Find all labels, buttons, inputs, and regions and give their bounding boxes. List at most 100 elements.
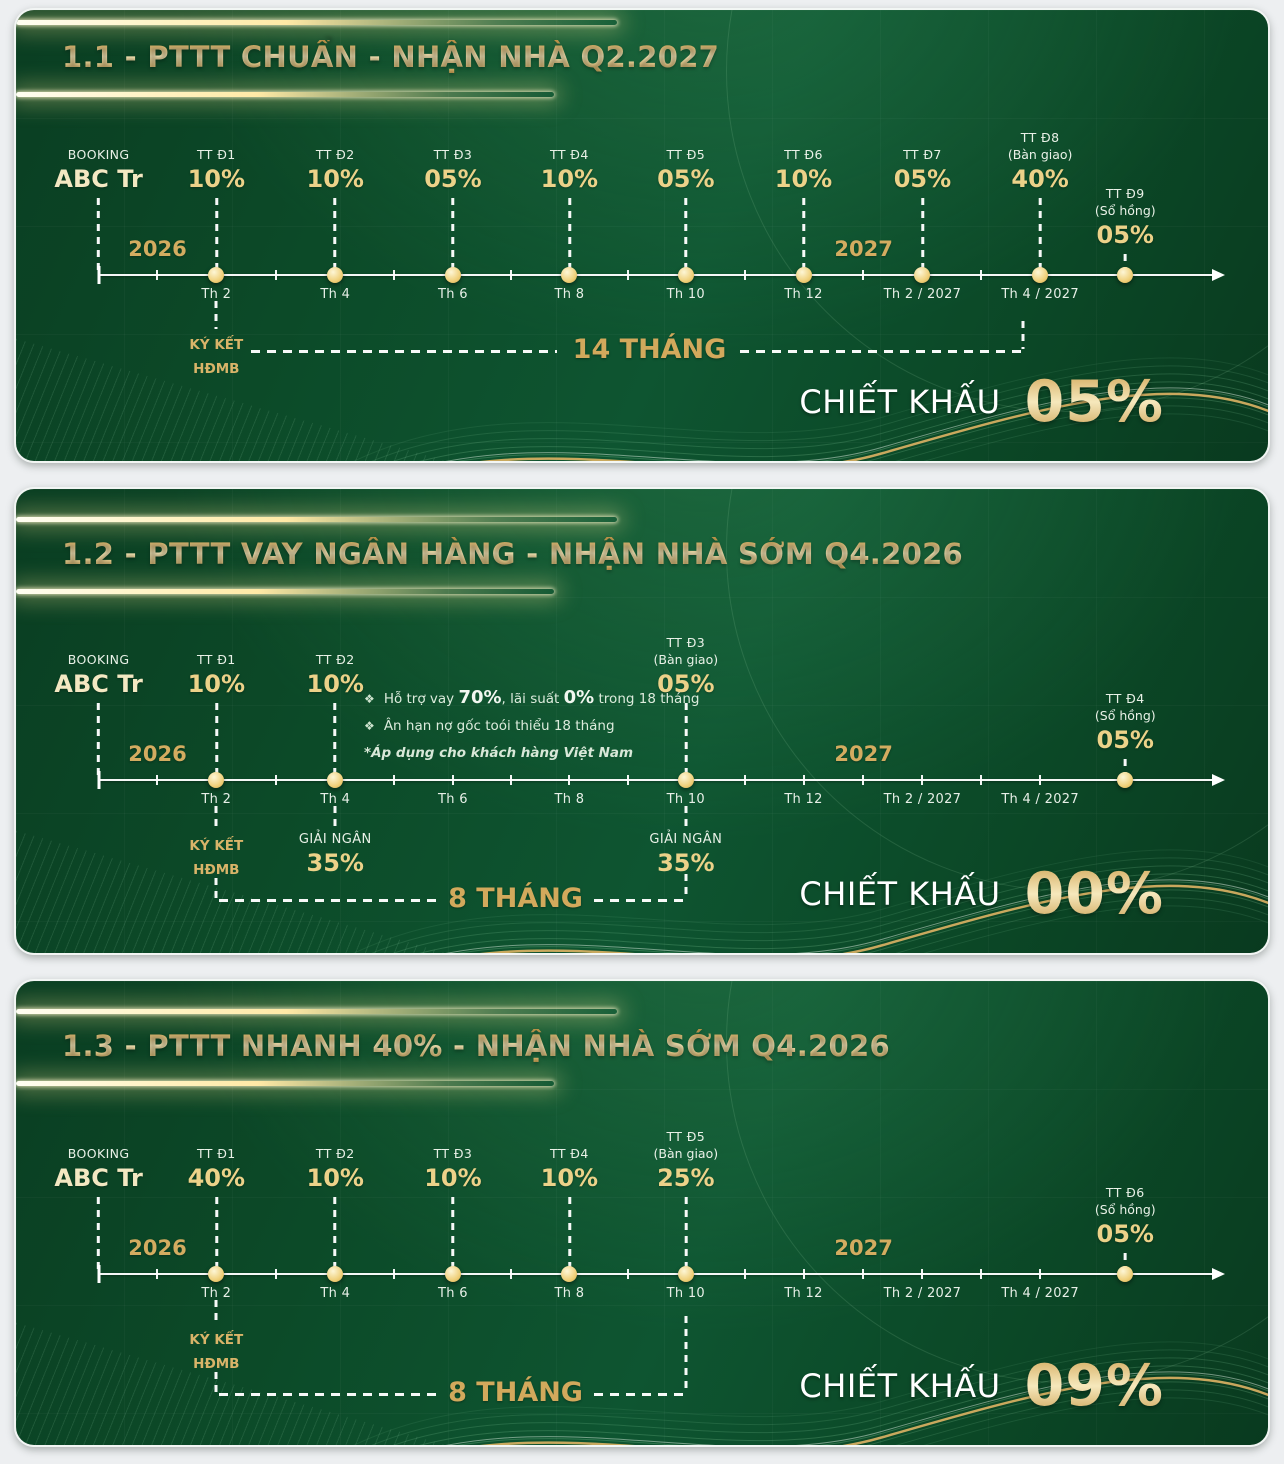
duration-label: 14 THÁNG: [572, 334, 727, 365]
axis-arrow-icon: [1212, 269, 1226, 281]
note-text: Ân hạn nợ gốc toói thiểu 18 tháng: [383, 718, 615, 734]
disbursement-value: 35%: [306, 849, 364, 877]
timeline-dot: [208, 267, 225, 283]
disbursement-label: GIẢI NGÂN: [298, 832, 372, 847]
milestone-title: TT Đ2: [315, 147, 355, 162]
booking-node: BOOKING ABC Tr: [54, 651, 143, 781]
axis-tick: [510, 270, 513, 280]
milestone-value: 05%: [424, 165, 482, 193]
month-label: Th 4 / 2027: [1001, 1286, 1079, 1301]
axis-tick: [980, 1269, 983, 1279]
panel-title: 1.3 - PTTT NHANH 40% - NHẬN NHÀ SỚM Q4.2…: [62, 1029, 890, 1063]
axis-tick: [921, 1269, 924, 1279]
timeline-dot: [795, 267, 812, 283]
year-label: 2026: [128, 742, 187, 766]
disbursement: GIẢI NGÂN 35%: [649, 830, 722, 877]
milestone-dashed-line: [451, 198, 455, 276]
milestone-node: TT Đ5 05%: [657, 146, 715, 276]
disbursement-value: 35%: [657, 849, 715, 877]
milestone-node: TT Đ5 (Bàn giao) 25%: [654, 1128, 718, 1275]
milestone-node: TT Đ1 10%: [188, 651, 245, 781]
note-text: *Áp dụng cho khách hàng Việt Nam: [364, 745, 634, 761]
discount-badge: CHIẾT KHẤU 09%: [799, 1353, 1164, 1419]
milestone-title: TT Đ6: [784, 147, 823, 162]
month-label: Th 4: [320, 287, 351, 302]
axis-tick: [861, 1269, 864, 1279]
milestone-value: 10%: [540, 1164, 599, 1192]
timeline-dot: [677, 772, 694, 788]
milestone-title: TT Đ1: [196, 147, 236, 162]
timeline-dot: [327, 1266, 344, 1282]
milestone-title: TT Đ8: [1020, 130, 1060, 145]
booking-node: BOOKING ABC Tr: [54, 146, 143, 276]
month-label: Th 2: [201, 1286, 232, 1301]
timeline-dot: [561, 1266, 578, 1282]
panel-pttt-nhanh-40: 1.3 - PTTT NHANH 40% - NHẬN NHÀ SỚM Q4.2…: [14, 979, 1270, 1447]
discount-badge: CHIẾT KHẤU 05%: [799, 369, 1164, 435]
axis-tick: [626, 1269, 629, 1279]
milestone-title: TT Đ5: [666, 1129, 706, 1144]
milestone-node: TT Đ7 05%: [894, 146, 951, 276]
milestone-dashed-line: [920, 198, 924, 276]
milestone-value: 10%: [774, 165, 833, 193]
note-text: 0%: [563, 687, 595, 708]
milestone-node: TT Đ2 10%: [307, 1145, 364, 1275]
axis-tick: [274, 1269, 277, 1279]
axis-tick: [921, 775, 924, 785]
timeline-dot: [444, 1266, 461, 1282]
signing-dashed-line: [214, 1300, 218, 1324]
signing-label: KÝ KẾT HĐMB: [189, 1328, 243, 1376]
timeline-axis: [98, 274, 1213, 276]
bracket-elbow-dashed-line: [684, 874, 688, 900]
milestone-dashed-line: [567, 1197, 571, 1275]
milestone-node: TT Đ3 10%: [424, 1145, 482, 1275]
discount-label: CHIẾT KHẤU: [799, 1367, 1001, 1405]
axis-tick: [980, 270, 983, 280]
month-label: Th 8: [554, 287, 585, 302]
milestone-node: TT Đ3 (Bàn giao) 05%: [654, 634, 718, 781]
axis-tick: [156, 775, 159, 785]
disbursement-dashed-line: [684, 806, 688, 826]
signing-line2: HĐMB: [193, 862, 240, 878]
year-label: 2027: [834, 237, 893, 261]
timeline-dot: [208, 1266, 225, 1282]
timeline-dot: [444, 267, 461, 283]
milestone-title: TT Đ4: [550, 1146, 589, 1161]
year-label: 2027: [834, 1236, 893, 1260]
timeline-dot: [914, 267, 931, 283]
timeline-dot: [677, 1266, 694, 1282]
timeline-axis: [98, 1273, 1213, 1275]
month-label: Th 2 / 2027: [883, 1286, 962, 1301]
milestone-dashed-line: [684, 1197, 688, 1275]
duration-dashed-line: [594, 899, 686, 902]
milestone-value: 05%: [657, 670, 715, 698]
milestone-node: TT Đ6 10%: [775, 146, 832, 276]
axis-tick: [393, 270, 396, 280]
milestone-title: TT Đ2: [315, 652, 355, 667]
milestone-dashed-line: [1123, 254, 1127, 276]
milestone-value: 10%: [424, 1164, 482, 1192]
signing-line1: KÝ KẾT: [189, 337, 244, 353]
month-label: Th 4 / 2027: [1001, 287, 1079, 302]
milestone-dashed-line: [684, 703, 688, 781]
milestone-dashed-line: [333, 198, 337, 276]
signing-dashed-line: [214, 301, 218, 329]
milestone-dashed-line: [97, 1197, 101, 1275]
month-label: Th 2 / 2027: [883, 792, 962, 807]
bracket-elbow-dashed-line: [1021, 321, 1025, 349]
milestone-dashed-line: [97, 703, 101, 781]
milestone-title: TT Đ2: [315, 1146, 355, 1161]
milestone-node: TT Đ1 40%: [188, 1145, 245, 1275]
milestone-value: 05%: [1096, 1220, 1154, 1248]
month-label: Th 4: [320, 1286, 351, 1301]
month-label: Th 4: [320, 792, 351, 807]
milestone-dashed-line: [97, 198, 101, 276]
milestone-value: 10%: [540, 165, 599, 193]
signing-line1: KÝ KẾT: [189, 1332, 244, 1348]
milestone-node: TT Đ2 10%: [307, 146, 364, 276]
milestone-node: TT Đ3 05%: [424, 146, 482, 276]
milestone-title: BOOKING: [67, 147, 130, 162]
axis-arrow-icon: [1212, 774, 1226, 786]
axis-arrow-icon: [1212, 1268, 1226, 1280]
milestone-title: BOOKING: [67, 652, 130, 667]
